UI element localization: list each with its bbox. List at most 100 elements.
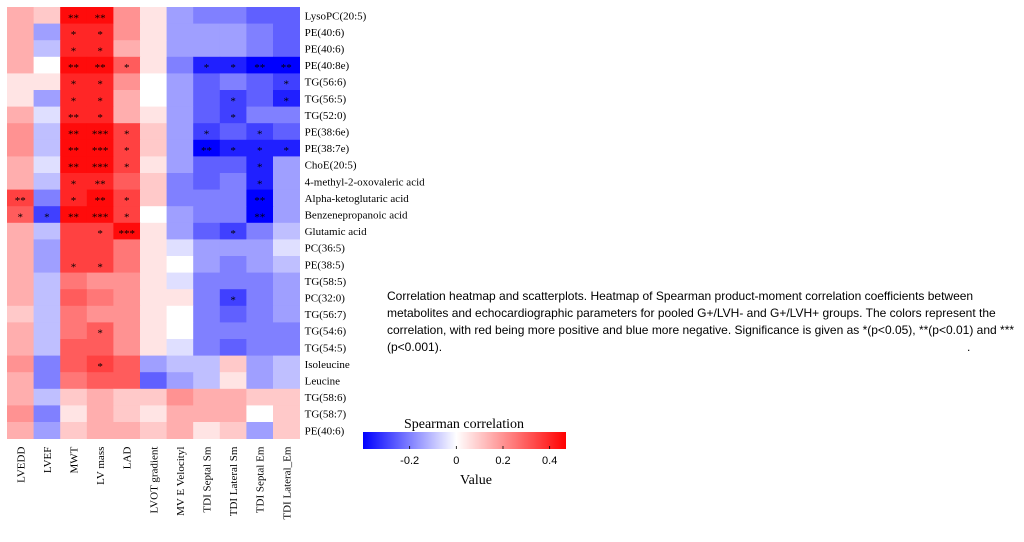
heatmap-cell	[219, 40, 247, 58]
heatmap-cell	[86, 139, 114, 157]
heatmap-cell	[246, 173, 274, 190]
legend-tick-label: -0.2	[400, 455, 419, 467]
heatmap-cell	[219, 206, 247, 224]
heatmap-cell	[33, 7, 61, 24]
heatmap-cell	[219, 372, 247, 390]
heatmap-cell	[273, 23, 300, 41]
heatmap-cell	[166, 139, 194, 157]
heatmap-cell	[273, 156, 300, 174]
legend-tick-label: 0.2	[495, 455, 510, 467]
heatmap-cell	[140, 90, 167, 107]
heatmap-cell	[140, 23, 167, 41]
row-label: TG(56:7)	[305, 309, 347, 321]
row-label: Isoleucine	[305, 359, 350, 371]
figure-caption: Correlation heatmap and scatterplots. He…	[387, 288, 1017, 356]
heatmap-cell	[60, 355, 88, 373]
significance-marker: *	[257, 145, 263, 157]
significance-marker: **	[95, 195, 106, 207]
heatmap-cell	[193, 40, 221, 58]
heatmap-cell	[273, 372, 300, 390]
column-label: LVOT gradient	[148, 447, 160, 514]
heatmap-cell	[86, 222, 114, 240]
heatmap-cell	[86, 7, 114, 24]
heatmap-cell	[246, 73, 274, 91]
row-label: TG(58:6)	[305, 392, 347, 404]
significance-marker: **	[95, 12, 106, 24]
significance-marker: ***	[92, 212, 109, 224]
heatmap-cell	[140, 272, 167, 290]
legend-tick-label: 0.4	[542, 455, 557, 467]
heatmap-cell	[7, 289, 34, 307]
heatmap-cell	[86, 322, 114, 340]
heatmap-cell	[219, 173, 247, 190]
row-label: Alpha-ketoglutaric acid	[305, 193, 410, 205]
heatmap-cell	[60, 156, 88, 174]
column-label: MV E Velocityl	[175, 447, 187, 516]
row-label: ChoE(20:5)	[305, 160, 357, 172]
significance-marker: **	[68, 212, 79, 224]
heatmap-cell	[166, 7, 194, 24]
heatmap-cell	[246, 305, 274, 323]
heatmap-cell	[246, 355, 274, 373]
heatmap-cell	[219, 106, 247, 124]
heatmap-cell	[273, 173, 300, 190]
heatmap-cell	[219, 239, 247, 257]
heatmap-cell	[33, 256, 61, 273]
heatmap-cell	[273, 256, 300, 273]
heatmap-cell	[7, 405, 34, 423]
heatmap-cell	[33, 388, 61, 406]
significance-marker: *	[204, 62, 210, 74]
heatmap-cell	[86, 272, 114, 290]
heatmap-cell	[60, 23, 88, 41]
significance-marker: *	[284, 95, 290, 107]
heatmap-cell	[33, 239, 61, 257]
significance-marker: *	[71, 261, 77, 273]
heatmap-cell	[166, 56, 194, 74]
heatmap-cell	[113, 222, 141, 240]
heatmap-cell	[113, 90, 141, 107]
heatmap-cell	[193, 355, 221, 373]
heatmap-cell	[219, 139, 247, 157]
heatmap-cell	[33, 156, 61, 174]
heatmap-cell	[140, 73, 167, 91]
heatmap-cell	[166, 23, 194, 41]
heatmap-cell	[33, 339, 61, 356]
heatmap-cell	[60, 90, 88, 107]
heatmap-cell	[33, 123, 61, 141]
column-label: LVEDD	[15, 447, 27, 483]
heatmap-cell	[273, 90, 300, 107]
heatmap-cell	[140, 7, 167, 24]
significance-marker: **	[254, 212, 265, 224]
column-label: LAD	[122, 447, 134, 470]
significance-marker: *	[124, 129, 130, 141]
heatmap-cell	[60, 56, 88, 74]
heatmap-cell	[219, 123, 247, 141]
legend-axis-label: Value	[460, 473, 492, 488]
legend-ticks: -0.2 0 0.2 0.4	[400, 446, 557, 467]
row-label: TG(58:7)	[305, 409, 347, 421]
heatmap-cell	[246, 189, 274, 207]
column-label: MWT	[69, 446, 81, 473]
row-label: Leucine	[305, 376, 341, 388]
heatmap-cell	[60, 289, 88, 307]
heatmap-cell	[33, 139, 61, 157]
legend-color-bar	[363, 432, 566, 449]
column-label: TDI Lateral Sm	[228, 446, 240, 516]
column-label: TDI Septal Sm	[202, 446, 214, 512]
significance-marker: *	[97, 228, 103, 240]
heatmap-cell	[113, 123, 141, 141]
heatmap-cell	[140, 422, 167, 439]
significance-marker: **	[95, 178, 106, 190]
significance-marker: *	[124, 212, 130, 224]
heatmap-cell	[219, 90, 247, 107]
significance-marker: **	[254, 195, 265, 207]
significance-marker: **	[254, 62, 265, 74]
heatmap-cell	[113, 289, 141, 307]
row-label: LysoPC(20:5)	[305, 10, 367, 22]
heatmap-cell	[60, 339, 88, 356]
heatmap-cell	[246, 139, 274, 157]
significance-marker: *	[124, 145, 130, 157]
heatmap-cell	[33, 173, 61, 190]
heatmap-cell	[193, 173, 221, 190]
heatmap-cell	[113, 405, 141, 423]
